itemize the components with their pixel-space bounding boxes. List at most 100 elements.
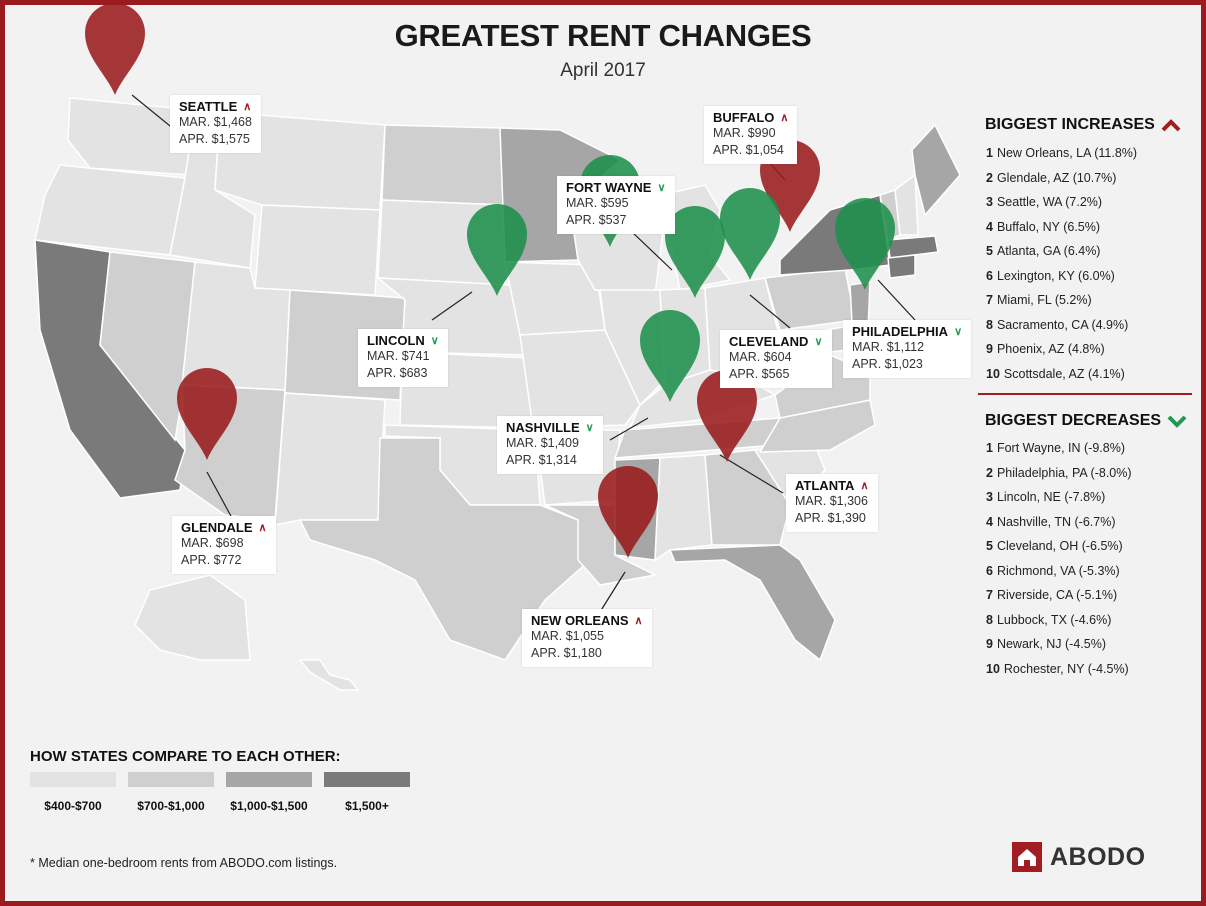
- callout-city-name: CLEVELAND: [729, 334, 809, 349]
- map-pin-icon: [720, 188, 780, 280]
- increase-rank: 10: [986, 366, 1000, 381]
- increase-rank: 2: [986, 170, 993, 185]
- state-massachusetts: [887, 235, 939, 259]
- callout-april-rent: APR. $537: [566, 213, 627, 227]
- house-icon: [1012, 842, 1042, 872]
- increase-text: Seattle, WA (7.2%): [996, 195, 1103, 209]
- increases-list: 1 New Orleans, LA (11.8%) 2 Glendale, AZ (1…: [986, 144, 1137, 389]
- callout-lincoln: LINCOLN ∨ MAR. $741 APR. $683: [358, 329, 448, 387]
- increase-item: 6 Lexington, KY (6.0%): [986, 267, 1137, 292]
- callout-city: NEW ORLEANS ∧: [531, 613, 643, 628]
- state-alabama: [654, 454, 713, 562]
- callout-city: PHILADELPHIA ∨: [852, 324, 962, 339]
- increase-rank: 6: [986, 268, 993, 283]
- decrease-item: 3 Lincoln, NE (-7.8%): [986, 488, 1132, 513]
- section-divider: [978, 393, 1192, 395]
- state-hawaii: [298, 659, 360, 691]
- callout-seattle: SEATTLE ∧ MAR. $1,468 APR. $1,575: [170, 95, 261, 153]
- logo-text: ABODO: [1050, 842, 1146, 871]
- callout-new-orleans: NEW ORLEANS ∧ MAR. $1,055 APR. $1,180: [522, 609, 652, 667]
- callout-april-rent: APR. $1,390: [795, 511, 866, 525]
- decrease-item: 4 Nashville, TN (-6.7%): [986, 513, 1132, 538]
- decrease-text: Nashville, TN (-6.7%): [996, 514, 1116, 529]
- decrease-rank: 3: [986, 490, 993, 504]
- state-pennsylvania: [764, 267, 856, 331]
- callout-march-rent: MAR. $1,409: [506, 436, 579, 450]
- increase-rank: 4: [986, 219, 993, 234]
- decrease-text: Richmond, VA (-5.3%): [996, 563, 1120, 578]
- map-pin-icon: [598, 466, 658, 558]
- increase-item: 10 Scottsdale, AZ (4.1%): [986, 365, 1137, 390]
- callout-march-rent: MAR. $1,055: [531, 629, 604, 643]
- decrease-item: 8 Lubbock, TX (-4.6%): [986, 611, 1132, 636]
- callout-march-rent: MAR. $741: [367, 349, 430, 363]
- increase-text: Phoenix, AZ (4.8%): [996, 342, 1105, 356]
- state-oregon: [34, 164, 186, 256]
- state-georgia: [704, 449, 791, 546]
- increase-rank: 7: [986, 293, 993, 307]
- callout-march-rent: MAR. $604: [729, 350, 792, 364]
- decrease-item: 10 Rochester, NY (-4.5%): [986, 660, 1132, 685]
- state-missouri: [519, 329, 641, 429]
- decrease-rank: 2: [986, 465, 993, 480]
- decrease-rank: 6: [986, 563, 993, 578]
- decrease-rank: 1: [986, 441, 993, 455]
- decrease-text: Riverside, CA (-5.1%): [996, 588, 1118, 602]
- increase-item: 7 Miami, FL (5.2%): [986, 291, 1137, 316]
- callout-city-name: GLENDALE: [181, 520, 253, 535]
- chevron-up-icon: ∧: [258, 522, 267, 534]
- callout-march-rent: MAR. $1,112: [852, 340, 925, 354]
- legend-label: $1,500+: [345, 799, 389, 813]
- decreases-title: BIGGEST DECREASES: [985, 412, 1187, 430]
- map-pin-icon: [467, 204, 527, 296]
- state-maine: [911, 123, 961, 217]
- increase-text: Atlanta, GA (6.4%): [996, 244, 1101, 258]
- decrease-item: 9 Newark, NJ (-4.5%): [986, 635, 1132, 660]
- state-florida: [668, 544, 836, 662]
- increase-rank: 3: [986, 195, 993, 209]
- callout-city: FORT WAYNE ∨: [566, 180, 666, 195]
- decrease-item: 1 Fort Wayne, IN (-9.8%): [986, 439, 1132, 464]
- callout-nashville: NASHVILLE ∨ MAR. $1,409 APR. $1,314: [497, 416, 603, 474]
- legend-label: $700-$1,000: [137, 799, 205, 813]
- decrease-text: Fort Wayne, IN (-9.8%): [996, 441, 1125, 455]
- chevron-up-icon: ∧: [860, 480, 869, 492]
- decrease-item: 2 Philadelphia, PA (-8.0%): [986, 464, 1132, 489]
- increase-text: Glendale, AZ (10.7%): [996, 170, 1117, 185]
- increase-text: Buffalo, NY (6.5%): [996, 219, 1101, 234]
- chevron-down-icon: ∨: [814, 336, 823, 348]
- increase-item: 8 Sacramento, CA (4.9%): [986, 316, 1137, 341]
- callout-city: ATLANTA ∧: [795, 478, 869, 493]
- callout-city-name: ATLANTA: [795, 478, 855, 493]
- decrease-rank: 7: [986, 588, 993, 602]
- chevron-down-icon: ∨: [657, 182, 666, 194]
- page-subtitle: April 2017: [560, 60, 646, 81]
- legend-swatch: [30, 772, 116, 787]
- callout-april-rent: APR. $772: [181, 553, 242, 567]
- abodo-logo: ABODO: [1012, 842, 1146, 872]
- callout-philadelphia: PHILADELPHIA ∨ MAR. $1,112 APR. $1,023: [843, 320, 972, 378]
- increase-item: 5 Atlanta, GA (6.4%): [986, 242, 1137, 267]
- callout-city: NASHVILLE ∨: [506, 420, 594, 435]
- increase-item: 1 New Orleans, LA (11.8%): [986, 144, 1137, 169]
- map-pin-icon: [640, 310, 700, 402]
- callout-april-rent: APR. $1,023: [852, 357, 923, 371]
- increase-text: Scottsdale, AZ (4.1%): [1003, 366, 1125, 381]
- decrease-rank: 10: [986, 661, 1000, 676]
- state-nevada: [99, 251, 196, 442]
- footnote: * Median one-bedroom rents from ABODO.co…: [30, 856, 338, 870]
- legend-label: $400-$700: [44, 799, 102, 813]
- increase-rank: 5: [986, 244, 993, 258]
- callout-march-rent: MAR. $698: [181, 536, 244, 550]
- map-pin-icon: [665, 206, 725, 298]
- callout-march-rent: MAR. $1,468: [179, 115, 252, 129]
- callout-april-rent: APR. $1,054: [713, 143, 784, 157]
- decrease-text: Cleveland, OH (-6.5%): [996, 539, 1123, 553]
- decrease-rank: 5: [986, 539, 993, 553]
- callout-city-name: FORT WAYNE: [566, 180, 652, 195]
- state-north-dakota: [381, 124, 506, 206]
- decrease-rank: 8: [986, 612, 993, 627]
- callout-city-name: BUFFALO: [713, 110, 775, 125]
- decrease-item: 7 Riverside, CA (-5.1%): [986, 586, 1132, 611]
- decrease-text: Newark, NJ (-4.5%): [996, 637, 1106, 651]
